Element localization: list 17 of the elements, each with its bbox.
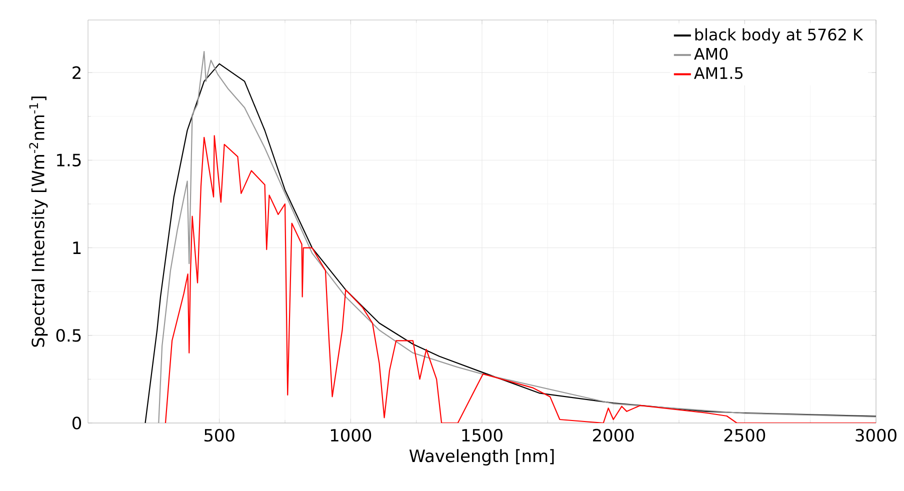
legend-label: AM0 <box>694 48 728 60</box>
x-tick-label: 500 <box>204 428 234 442</box>
x-tick-label: 2000 <box>593 428 634 442</box>
legend-label: black body at 5762 K <box>695 28 864 44</box>
x-tick-label: 3000 <box>856 428 896 442</box>
x-tick-label: 1000 <box>330 428 372 442</box>
x-tick-label: 1500 <box>462 428 502 442</box>
y-tick-label: 1.5 <box>57 154 81 166</box>
x-axis-title: Wavelength [nm] <box>409 449 554 466</box>
x-tick-label: 2500 <box>724 428 766 442</box>
y-tick-label: 0 <box>72 416 82 430</box>
y-axis-title: Spectral Intensity [Wm$^{-2}$nm$^{-1}$] <box>29 96 48 347</box>
y-tick-label: 2 <box>72 66 80 79</box>
legend-label: AM1.5 <box>694 67 743 80</box>
line-series <box>164 135 876 423</box>
y-tick-label: 0.5 <box>56 328 81 342</box>
y-tick-label: 1 <box>73 242 81 254</box>
